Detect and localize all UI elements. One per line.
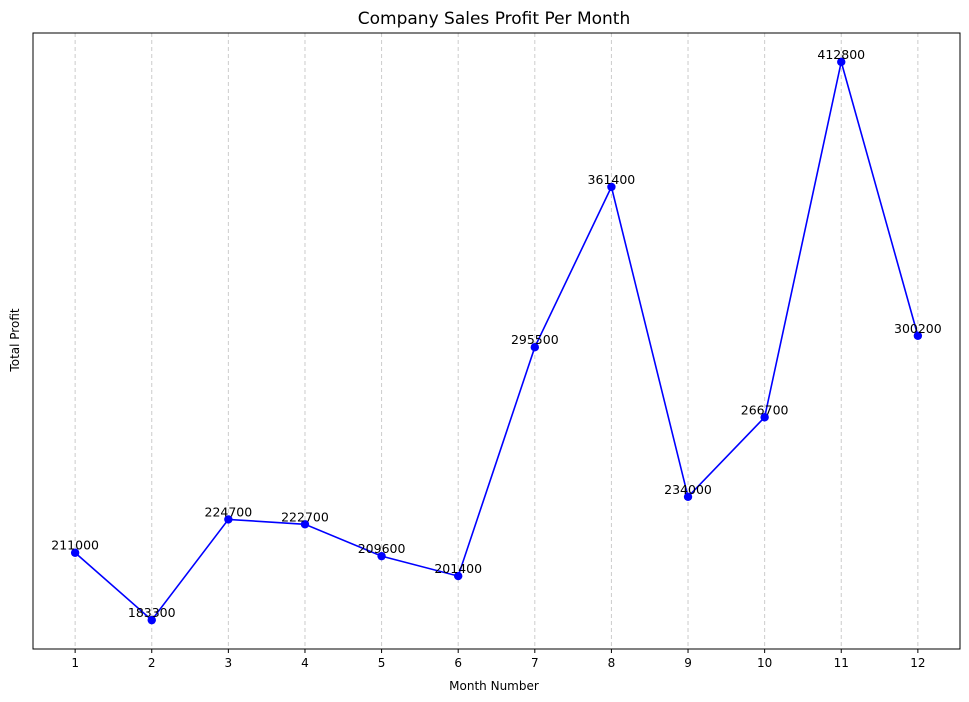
data-point (453, 571, 463, 581)
data-label: 222700 (281, 509, 329, 524)
x-tick-label: 1 (71, 656, 79, 670)
x-axis-ticks: 1 2 3 4 5 6 7 8 9 10 11 12 (71, 649, 926, 670)
data-points (70, 57, 923, 625)
data-label: 224700 (205, 504, 253, 519)
data-point (913, 331, 923, 340)
data-label: 361400 (588, 172, 636, 187)
x-tick-label: 9 (684, 656, 692, 670)
data-label: 412800 (817, 47, 865, 62)
x-axis-label: Month Number (449, 679, 539, 693)
data-label: 234000 (664, 482, 712, 497)
data-point (147, 615, 156, 625)
x-tick-label: 7 (531, 656, 539, 670)
data-point (224, 515, 233, 524)
data-point (530, 343, 540, 352)
chart-title: Company Sales Profit Per Month (358, 9, 630, 29)
x-tick-label: 12 (910, 656, 925, 670)
data-labels: 211000 183300 224700 222700 209600 201400 2955… (51, 47, 941, 620)
profit-series-line (74, 61, 919, 622)
series-line-group (74, 61, 919, 622)
x-tick-label: 3 (225, 656, 233, 670)
data-label: 300200 (894, 321, 942, 336)
data-point (300, 520, 310, 529)
data-point (607, 182, 616, 192)
y-axis-label: Total Profit (8, 308, 22, 372)
data-point (760, 413, 769, 422)
x-tick-label: 4 (301, 656, 309, 670)
data-label: 266700 (741, 402, 789, 417)
data-label: 201400 (434, 561, 482, 576)
x-tick-label: 5 (378, 656, 386, 670)
data-point (70, 548, 80, 557)
x-tick-label: 2 (148, 656, 156, 670)
x-tick-label: 10 (757, 656, 772, 670)
x-tick-label: 6 (454, 656, 462, 670)
data-label: 295500 (511, 332, 559, 347)
data-label: 209600 (358, 541, 406, 556)
plot-frame (32, 32, 961, 650)
data-point (837, 57, 846, 67)
data-point (683, 492, 693, 501)
data-label: 211000 (51, 538, 99, 553)
x-tick-label: 8 (608, 656, 616, 670)
grid-lines (74, 33, 919, 649)
data-point (377, 551, 386, 561)
x-tick-label: 11 (834, 656, 849, 670)
data-label: 183300 (128, 605, 176, 620)
